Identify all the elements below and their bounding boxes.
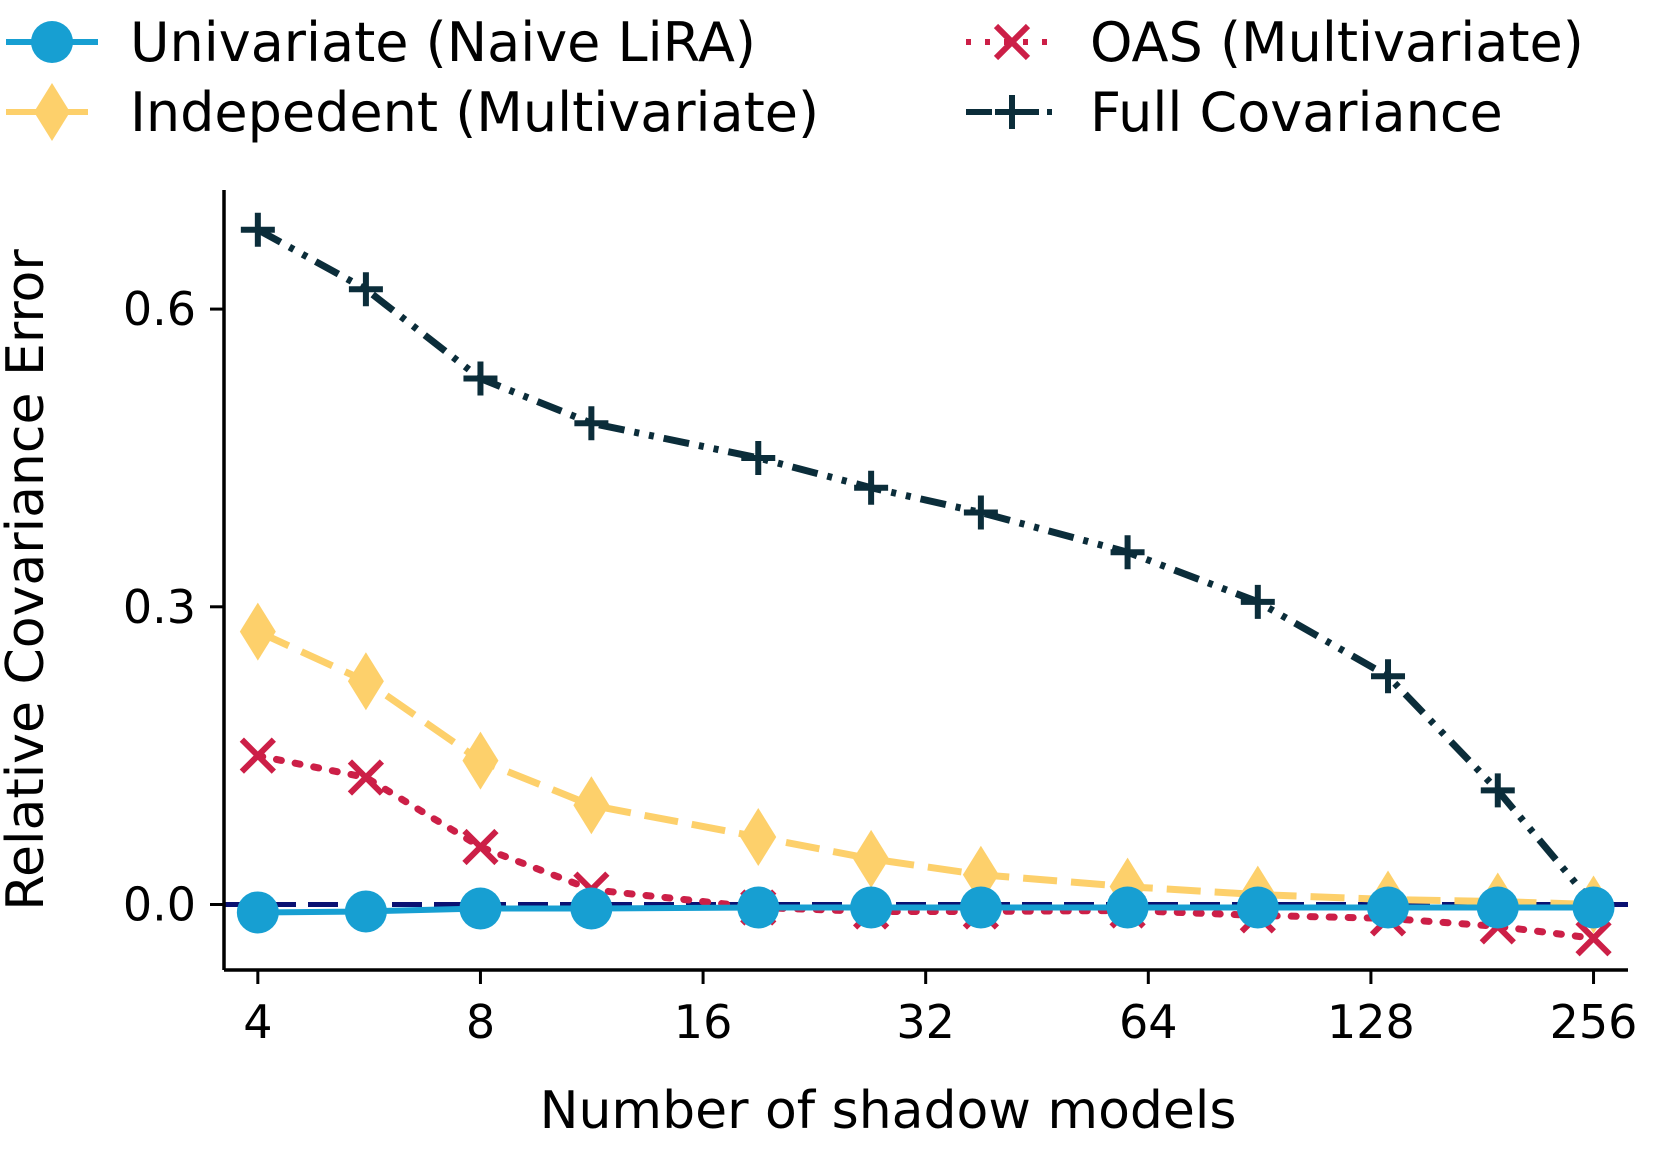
data-point xyxy=(462,731,499,790)
series-oas-multivariate xyxy=(239,737,1612,957)
data-point xyxy=(740,808,777,867)
legend-marker xyxy=(993,23,1031,61)
legend: Univariate (Naive LiRA) Indepedent (Multi… xyxy=(6,11,1584,144)
x-tick-label: 64 xyxy=(1119,995,1178,1049)
legend-item: OAS (Multivariate) xyxy=(966,11,1584,74)
data-point xyxy=(347,759,385,796)
legend-label: Indepedent (Multivariate) xyxy=(130,81,819,144)
series-univariate-naive-lira xyxy=(236,886,1615,934)
data-point xyxy=(850,886,893,929)
legend-item: Indepedent (Multivariate) xyxy=(6,81,819,144)
x-tick-label: 4 xyxy=(243,995,272,1049)
legend-marker xyxy=(995,95,1029,129)
x-axis-label: Number of shadow models xyxy=(540,1081,1237,1141)
data-point xyxy=(240,212,275,247)
series-layer xyxy=(236,212,1615,957)
data-point xyxy=(239,737,276,774)
data-point xyxy=(344,890,387,933)
data-point xyxy=(459,887,502,930)
data-point xyxy=(741,440,776,475)
y-tick-label: 0.3 xyxy=(123,580,196,634)
series-line xyxy=(256,628,1594,909)
series-indepedent-multivariate xyxy=(239,602,1612,934)
data-point xyxy=(239,602,276,661)
x-tick-label: 8 xyxy=(466,995,495,1049)
legend-label: OAS (Multivariate) xyxy=(1090,11,1584,74)
data-point xyxy=(463,361,498,396)
y-tick-label: 0.6 xyxy=(123,282,196,336)
series-line xyxy=(256,226,1597,907)
data-point xyxy=(573,776,610,835)
data-point xyxy=(1240,584,1275,619)
x-tick-label: 128 xyxy=(1327,995,1415,1049)
x-tick-label: 256 xyxy=(1550,995,1638,1049)
data-point xyxy=(1371,659,1406,694)
data-point xyxy=(1106,886,1149,929)
y-axis-label: Relative Covariance Error xyxy=(0,249,56,911)
data-point xyxy=(236,891,279,934)
data-point xyxy=(348,272,383,307)
legend-label: Full Covariance xyxy=(1090,81,1503,144)
data-point xyxy=(347,652,384,711)
legend-marker xyxy=(31,21,73,63)
data-point xyxy=(570,887,613,930)
data-point xyxy=(1367,886,1410,929)
x-tick-label: 32 xyxy=(896,995,955,1049)
legend-label: Univariate (Naive LiRA) xyxy=(130,11,756,74)
data-point xyxy=(1575,920,1612,957)
legend-marker xyxy=(34,83,70,141)
x-tick-label: 16 xyxy=(674,995,733,1049)
data-point xyxy=(963,495,998,530)
data-point xyxy=(574,406,609,441)
series-line xyxy=(254,752,1598,942)
data-point xyxy=(854,470,889,505)
data-point xyxy=(853,829,890,888)
data-point xyxy=(1236,886,1279,929)
data-point xyxy=(1476,886,1519,929)
data-point xyxy=(1480,773,1515,808)
series-full-covariance xyxy=(240,212,1611,922)
axes: 4 8 16 32 64 128 256 0.0 0.3 0.6 xyxy=(123,190,1638,1049)
data-point xyxy=(1110,535,1145,570)
legend-item: Univariate (Naive LiRA) xyxy=(6,11,756,74)
y-tick-label: 0.0 xyxy=(123,878,196,932)
data-point xyxy=(1572,886,1615,929)
data-point xyxy=(959,886,1002,929)
data-point xyxy=(462,828,499,866)
data-point xyxy=(737,886,780,929)
legend-item: Full Covariance xyxy=(966,81,1503,144)
